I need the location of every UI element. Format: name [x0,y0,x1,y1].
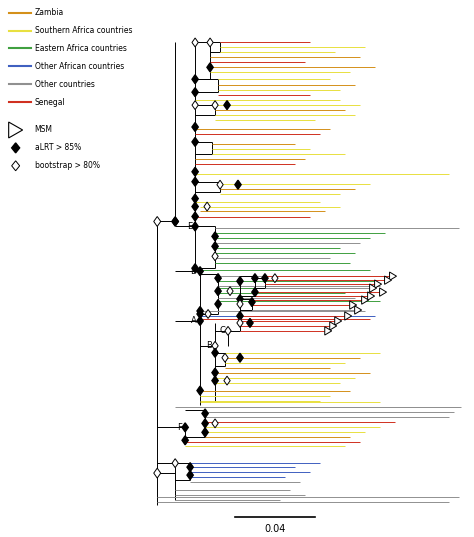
Polygon shape [197,267,203,275]
Polygon shape [212,376,218,385]
Text: MSM: MSM [35,126,53,134]
Polygon shape [212,232,218,241]
Polygon shape [202,419,208,428]
Polygon shape [12,161,19,171]
Polygon shape [172,217,178,226]
Polygon shape [154,216,161,227]
Text: Other countries: Other countries [35,79,94,89]
Polygon shape [212,252,218,261]
Polygon shape [345,312,352,320]
Polygon shape [225,326,231,336]
Text: Eastern Africa countries: Eastern Africa countries [35,44,127,53]
Polygon shape [380,288,387,296]
Text: Southern Africa countries: Southern Africa countries [35,26,132,35]
Polygon shape [12,143,19,153]
Polygon shape [222,353,228,362]
Polygon shape [187,463,193,471]
Polygon shape [217,180,223,189]
Text: C: C [219,326,225,336]
Polygon shape [172,217,178,226]
Text: B: B [206,342,212,350]
Polygon shape [374,280,382,288]
Text: F: F [177,423,182,432]
Polygon shape [212,100,218,110]
Polygon shape [272,274,278,282]
Polygon shape [237,311,243,321]
Polygon shape [197,309,203,318]
Polygon shape [192,88,198,97]
Polygon shape [212,349,218,357]
Polygon shape [202,409,208,418]
Polygon shape [192,177,198,186]
Polygon shape [212,368,218,377]
Polygon shape [390,272,397,280]
Polygon shape [197,307,203,315]
Polygon shape [192,202,198,211]
Polygon shape [247,318,253,328]
Polygon shape [335,317,342,325]
Polygon shape [350,301,356,309]
Polygon shape [192,168,198,176]
Polygon shape [224,100,230,110]
Polygon shape [237,353,243,362]
Polygon shape [237,300,243,309]
Polygon shape [237,277,243,286]
Text: Other African countries: Other African countries [35,62,124,71]
Polygon shape [192,75,198,84]
Polygon shape [237,295,243,303]
Polygon shape [192,264,198,273]
Polygon shape [205,309,211,318]
Polygon shape [192,100,198,110]
Polygon shape [192,222,198,231]
Polygon shape [204,202,210,211]
Polygon shape [212,419,218,428]
Polygon shape [192,212,198,221]
Polygon shape [9,122,23,138]
Polygon shape [235,180,241,189]
Polygon shape [215,274,221,282]
Polygon shape [370,284,376,292]
Polygon shape [224,376,230,385]
Text: Zambia: Zambia [35,8,64,17]
Polygon shape [172,459,178,468]
Polygon shape [249,297,255,307]
Text: Senegal: Senegal [35,98,65,107]
Polygon shape [154,468,161,478]
Polygon shape [252,288,258,296]
Polygon shape [192,122,198,132]
Polygon shape [215,300,221,309]
Polygon shape [384,276,392,285]
Polygon shape [207,63,213,72]
Polygon shape [187,470,193,480]
Text: E: E [187,222,192,231]
Polygon shape [227,287,233,295]
Polygon shape [212,342,218,350]
Polygon shape [182,423,188,432]
Polygon shape [368,292,374,300]
Text: A: A [191,316,197,325]
Text: aLRT > 85%: aLRT > 85% [35,143,81,153]
Polygon shape [197,386,203,395]
Polygon shape [212,242,218,251]
Text: bootstrap > 80%: bootstrap > 80% [35,161,100,170]
Polygon shape [197,316,203,325]
Polygon shape [355,306,362,314]
Polygon shape [237,318,243,328]
Polygon shape [252,274,258,282]
Polygon shape [215,287,221,295]
Polygon shape [192,38,198,47]
Polygon shape [325,326,332,335]
Text: 0.04: 0.04 [264,524,285,534]
Polygon shape [192,137,198,147]
Polygon shape [362,296,369,304]
Text: D: D [191,267,197,275]
Polygon shape [207,38,213,47]
Polygon shape [182,436,188,445]
Polygon shape [192,194,198,203]
Polygon shape [262,274,268,282]
Polygon shape [202,428,208,437]
Polygon shape [330,322,337,330]
